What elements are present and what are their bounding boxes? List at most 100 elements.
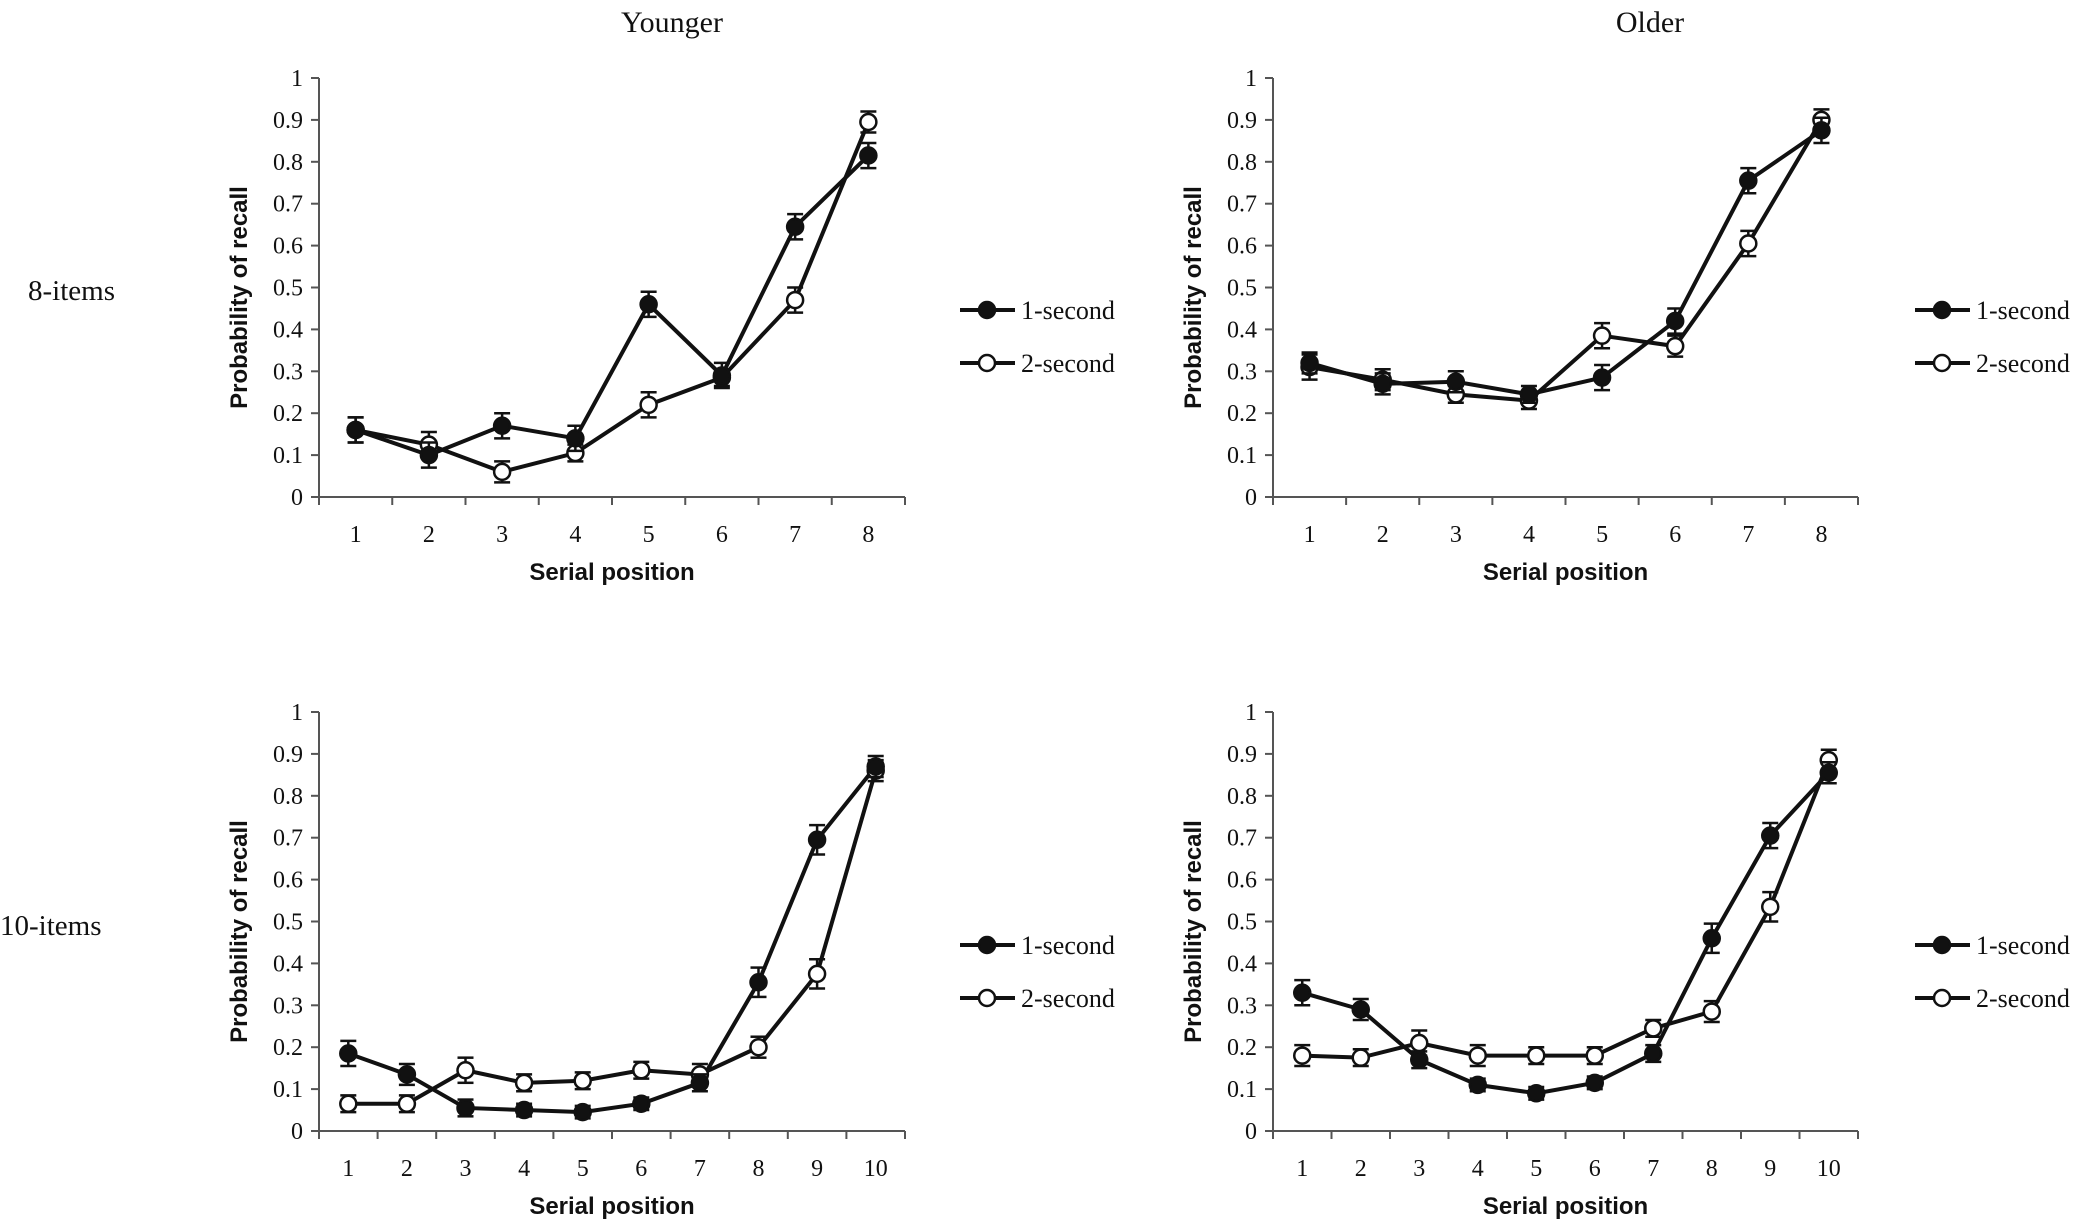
data-point-1-second bbox=[866, 757, 885, 776]
column-title-younger: Younger bbox=[621, 6, 723, 39]
y-tick-label: 0.6 bbox=[1227, 868, 1257, 894]
y-tick-label: 0.3 bbox=[1227, 993, 1257, 1019]
y-tick-label: 0.8 bbox=[1227, 784, 1257, 810]
data-point-1-second bbox=[492, 416, 512, 436]
legend-label: 1-second bbox=[1976, 296, 2070, 325]
x-axis-title: Serial position bbox=[529, 1193, 694, 1220]
legend-label: 1-second bbox=[1021, 931, 1115, 960]
x-tick-label: 10 bbox=[1817, 1156, 1841, 1182]
data-point-1-second bbox=[1519, 385, 1539, 404]
legend-marker bbox=[1932, 988, 1952, 1008]
data-point-1-second bbox=[1739, 171, 1758, 190]
x-tick-label: 4 bbox=[1523, 522, 1535, 548]
x-tick-label: 2 bbox=[1377, 522, 1389, 548]
data-point-1-second bbox=[1527, 1084, 1546, 1103]
data-point-1-second bbox=[1702, 929, 1721, 948]
data-point-1-second bbox=[339, 1044, 358, 1063]
x-tick-label: 1 bbox=[1296, 1156, 1308, 1182]
x-tick-label: 5 bbox=[1596, 522, 1608, 548]
y-tick-label: 0.9 bbox=[1227, 108, 1257, 134]
y-tick-label: 0.2 bbox=[1227, 401, 1257, 427]
data-point-2-second bbox=[1761, 897, 1780, 917]
legend-marker bbox=[1932, 300, 1952, 320]
data-point-1-second bbox=[346, 420, 365, 440]
data-point-2-second bbox=[785, 290, 805, 310]
y-tick-label: 0.5 bbox=[273, 276, 303, 302]
data-point-1-second bbox=[632, 1094, 651, 1114]
data-point-1-second bbox=[566, 429, 585, 448]
data-point-1-second bbox=[397, 1065, 417, 1084]
data-point-1-second bbox=[1812, 121, 1831, 140]
y-axis-title: Probability of recall bbox=[226, 186, 253, 409]
data-point-2-second bbox=[1468, 1046, 1487, 1065]
data-point-1-second bbox=[1592, 368, 1612, 387]
x-tick-label: 2 bbox=[423, 522, 435, 548]
legend-label: 2-second bbox=[1976, 349, 2070, 378]
data-point-1-second bbox=[1644, 1044, 1663, 1063]
data-point-2-second bbox=[514, 1073, 534, 1093]
y-tick-label: 0 bbox=[291, 1119, 303, 1145]
data-point-2-second bbox=[1644, 1019, 1663, 1038]
x-tick-label: 7 bbox=[1742, 522, 1754, 548]
chart-younger-8: 0 0.1 0.2 0.3 0.4 0.5 0.6 0.7 0.8 0.9 1 1 2 3 4 5 6 7 8 Ser… bbox=[226, 66, 1115, 586]
y-tick-label: 0.8 bbox=[1227, 150, 1257, 176]
y-tick-label: 0.8 bbox=[273, 784, 303, 810]
x-tick-label: 8 bbox=[1815, 522, 1827, 548]
x-tick-label: 8 bbox=[1706, 1156, 1718, 1182]
data-point-1-second bbox=[1373, 374, 1392, 394]
data-point-2-second bbox=[339, 1094, 358, 1114]
x-tick-label: 4 bbox=[518, 1156, 530, 1182]
data-point-2-second bbox=[397, 1094, 417, 1114]
x-tick-label: 6 bbox=[1669, 522, 1681, 548]
y-tick-label: 0.6 bbox=[273, 868, 303, 894]
legend-label: 2-second bbox=[1976, 984, 2070, 1013]
data-point-2-second bbox=[807, 964, 827, 984]
x-tick-label: 4 bbox=[1472, 1156, 1484, 1182]
series-line-1-second bbox=[354, 154, 870, 458]
y-tick-label: 0.5 bbox=[1227, 276, 1257, 302]
data-point-1-second bbox=[1300, 353, 1319, 373]
column-title-older: Older bbox=[1616, 6, 1684, 39]
data-point-2-second bbox=[573, 1071, 592, 1090]
series-line-2-second bbox=[1302, 759, 1831, 1060]
series-line-2-second bbox=[1309, 118, 1824, 403]
y-tick-label: 0 bbox=[291, 485, 303, 511]
y-tick-label: 0.4 bbox=[1227, 951, 1257, 977]
x-tick-label: 6 bbox=[716, 522, 728, 548]
y-axis-title: Probability of recall bbox=[226, 820, 253, 1043]
data-point-1-second bbox=[785, 217, 805, 236]
x-tick-label: 8 bbox=[862, 522, 874, 548]
x-tick-label: 1 bbox=[342, 1156, 354, 1182]
x-tick-label: 5 bbox=[1530, 1156, 1542, 1182]
y-tick-label: 0.7 bbox=[1227, 826, 1257, 852]
data-point-1-second bbox=[712, 366, 732, 385]
y-tick-label: 0.6 bbox=[273, 234, 303, 260]
y-tick-label: 0 bbox=[1245, 1119, 1257, 1145]
x-tick-label: 7 bbox=[694, 1156, 706, 1182]
panels: 0 0.1 0.2 0.3 0.4 0.5 0.6 0.7 0.8 0.9 1 1 2 3 4 5 6 7 8 Ser… bbox=[226, 66, 2070, 1220]
legend-label: 2-second bbox=[1021, 349, 1115, 378]
x-tick-label: 9 bbox=[1764, 1156, 1776, 1182]
chart-older-8: 0 0.1 0.2 0.3 0.4 0.5 0.6 0.7 0.8 0.9 1 1 2 3 4 5 6 7 8 Ser… bbox=[1180, 66, 2070, 586]
legend-label: 1-second bbox=[1976, 931, 2070, 960]
data-point-2-second bbox=[456, 1060, 475, 1080]
data-point-2-second bbox=[1739, 234, 1758, 253]
x-tick-label: 10 bbox=[864, 1156, 888, 1182]
y-tick-label: 0.3 bbox=[273, 993, 303, 1019]
series-line-1-second bbox=[1309, 128, 1823, 397]
data-point-2-second bbox=[1702, 1002, 1721, 1021]
data-point-1-second bbox=[1351, 1000, 1370, 1019]
x-tick-label: 3 bbox=[460, 1156, 472, 1182]
legend-marker bbox=[977, 935, 997, 955]
data-point-1-second bbox=[1468, 1075, 1487, 1095]
x-axis-title: Serial position bbox=[529, 559, 694, 586]
series-line-2-second bbox=[348, 770, 878, 1106]
data-point-1-second bbox=[419, 445, 439, 465]
data-point-2-second bbox=[639, 395, 658, 415]
row-label-10-items: 10-items bbox=[0, 910, 102, 942]
data-point-1-second bbox=[1761, 826, 1780, 845]
y-tick-label: 0.1 bbox=[273, 443, 303, 469]
data-point-1-second bbox=[573, 1102, 592, 1122]
data-point-1-second bbox=[1293, 983, 1312, 1002]
data-point-2-second bbox=[1592, 326, 1612, 345]
